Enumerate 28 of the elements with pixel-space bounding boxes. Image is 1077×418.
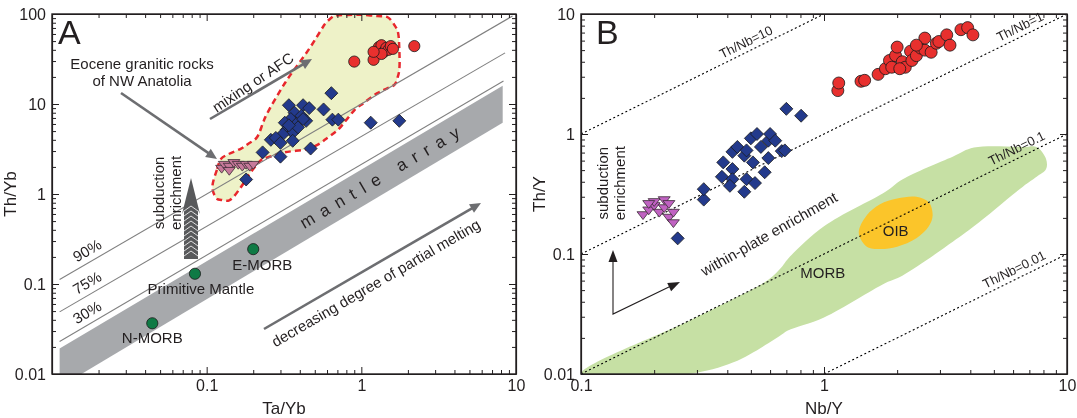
- x-tick-label: 0.1: [196, 377, 219, 395]
- x-tick-label: 1: [820, 377, 830, 395]
- annotation: A: [58, 12, 82, 51]
- y-tick-label: 0.1: [552, 245, 576, 263]
- x-tick-label: 10: [1058, 377, 1077, 395]
- y-tick-label: 1: [37, 185, 47, 203]
- y-tick-label: 1: [566, 125, 576, 143]
- y-tick-label: 100: [19, 5, 47, 23]
- x-tick-label: 1: [357, 377, 367, 395]
- annotation: Eocene granitic rocks of NW Anatolia: [70, 55, 214, 90]
- y-tick-label: 10: [28, 95, 47, 113]
- y-axis-title: Th/Yb: [1, 171, 20, 217]
- text: 90%: [69, 235, 105, 266]
- series-label: MORB: [800, 263, 846, 281]
- text: 75%: [69, 267, 105, 298]
- annotation: N-MORB: [121, 329, 183, 347]
- x-tick-label: 10: [507, 377, 526, 395]
- annotation: B: [596, 12, 619, 51]
- y-tick-label: 10: [557, 5, 576, 23]
- y-tick-label: 0.01: [14, 365, 47, 383]
- text: 30%: [69, 297, 105, 327]
- annotation: subduction enrichment: [149, 154, 184, 231]
- annotation: subduction enrichment: [593, 145, 629, 221]
- series-label: OIB: [882, 222, 909, 240]
- x-axis-title: Nb/Y: [805, 399, 843, 418]
- y-tick-label: 0.1: [23, 275, 47, 293]
- x-axis-title: Ta/Yb: [262, 399, 306, 418]
- y-axis-title: Th/Y: [530, 176, 549, 212]
